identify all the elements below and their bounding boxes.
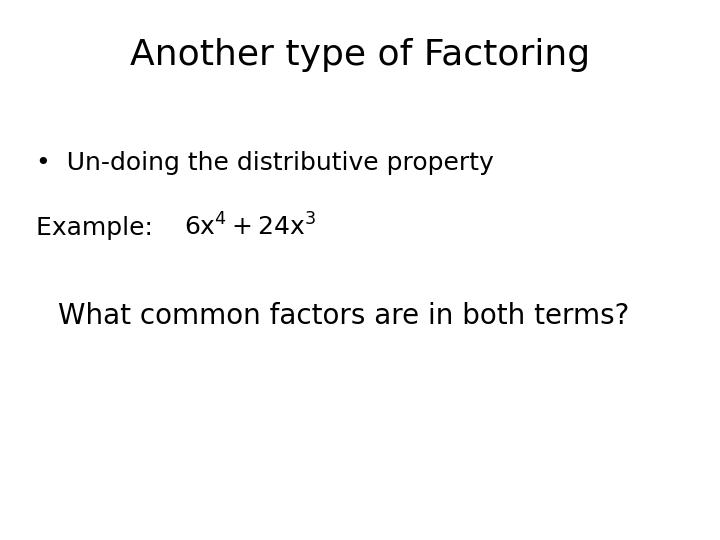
Text: Example:: Example:	[36, 216, 177, 240]
Text: Another type of Factoring: Another type of Factoring	[130, 38, 590, 72]
Text: •  Un-doing the distributive property: • Un-doing the distributive property	[36, 151, 494, 175]
Text: What common factors are in both terms?: What common factors are in both terms?	[58, 302, 629, 330]
Text: $\mathregular{6x^4 + 24x^3}$: $\mathregular{6x^4 + 24x^3}$	[184, 213, 315, 240]
